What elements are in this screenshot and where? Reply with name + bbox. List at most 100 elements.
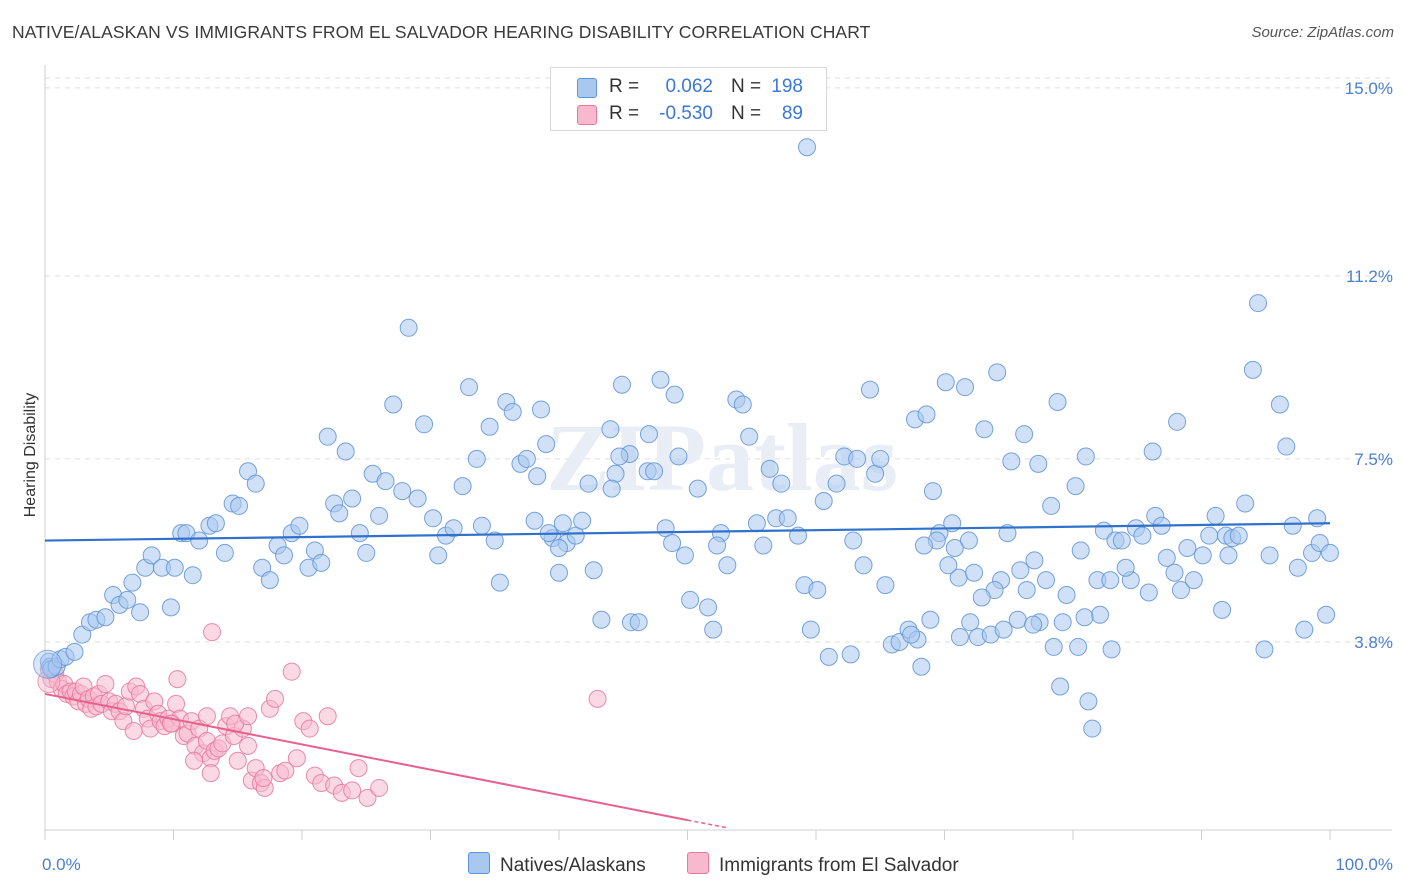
natives-point (945, 538, 964, 557)
natives-point (1283, 516, 1302, 535)
natives-point (1069, 637, 1088, 656)
immigrants-point (124, 722, 143, 741)
legend-r-label: R = (609, 103, 640, 124)
legend-item-natives[interactable]: Natives/Alaskans (468, 852, 646, 877)
natives-point (704, 620, 723, 639)
natives-point (1219, 546, 1238, 565)
natives-point (190, 531, 209, 550)
natives-point (747, 514, 766, 533)
natives-point (844, 531, 863, 550)
natives-point (854, 556, 873, 575)
natives-point (490, 573, 509, 592)
natives-point (1139, 583, 1158, 602)
legend-n-label: N = (731, 103, 762, 124)
natives-point (1321, 543, 1339, 562)
y-tick-label: 7.5% (1354, 450, 1393, 469)
natives-point (860, 380, 879, 399)
natives-point (923, 482, 942, 501)
natives-point (1236, 494, 1255, 513)
natives-point (230, 496, 249, 515)
natives-point (485, 531, 504, 550)
legend-item-immigrants[interactable]: Immigrants from El Salvador (687, 852, 959, 877)
immigrants-point (300, 719, 319, 738)
natives-point (1008, 610, 1027, 629)
natives-point (393, 482, 412, 501)
tick-labels: 3.8% 7.5% 11.2% 15.0% 0.0% 100.0% (42, 79, 1393, 874)
natives-point (610, 447, 629, 466)
immigrants-point (276, 761, 295, 780)
natives-point (472, 516, 491, 535)
natives-point (376, 472, 395, 491)
natives-point (645, 462, 664, 481)
natives-point (532, 400, 551, 419)
legend-r-value: -0.530 (659, 103, 713, 124)
natives-point (1101, 571, 1120, 590)
natives-point (503, 402, 522, 421)
immigrants-point (167, 694, 186, 713)
immigrants-point (197, 707, 216, 726)
immigrants-trend-line (44, 692, 688, 822)
natives-point (975, 420, 994, 439)
natives-point (584, 561, 603, 580)
natives-point (760, 459, 779, 478)
natives-point (330, 504, 349, 523)
natives-point (848, 449, 867, 468)
natives-point (592, 610, 611, 629)
natives-point (1112, 531, 1131, 550)
natives-point (1024, 615, 1043, 634)
natives-point (1017, 581, 1036, 600)
natives-point (1157, 548, 1176, 567)
natives-point (718, 556, 737, 575)
natives-point (601, 420, 620, 439)
natives-point (1206, 506, 1225, 525)
natives-point (1011, 561, 1030, 580)
natives-point (1037, 571, 1056, 590)
y-tick-label: 3.8% (1354, 633, 1393, 652)
immigrants-point (349, 759, 368, 778)
natives-point (453, 477, 472, 496)
natives-point (1102, 640, 1121, 659)
natives-point (537, 435, 556, 454)
natives-point (1083, 719, 1102, 738)
natives-point (467, 449, 486, 468)
natives-point (921, 610, 940, 629)
gridlines (45, 77, 1392, 643)
natives-point (1053, 613, 1072, 632)
natives-point (606, 464, 625, 483)
natives-point (988, 363, 1007, 382)
natives-point (819, 647, 838, 666)
natives-point (65, 642, 84, 661)
natives-point (871, 449, 890, 468)
natives-point (350, 524, 369, 543)
natives-point (275, 546, 294, 565)
natives-point (1057, 585, 1076, 604)
immigrants-point (287, 749, 306, 768)
legend-n-value: 89 (781, 103, 803, 124)
natives-point (525, 511, 544, 530)
natives-point (801, 620, 820, 639)
legend-swatch-natives (577, 78, 597, 98)
natives-point (665, 385, 684, 404)
natives-point (553, 514, 572, 533)
natives-point (917, 405, 936, 424)
natives-point (1076, 447, 1095, 466)
natives-point (290, 516, 309, 535)
legend-swatch-immigrants (687, 852, 709, 874)
natives-point (1133, 526, 1152, 545)
natives-point (579, 474, 598, 493)
natives-point (318, 427, 337, 446)
natives-point (1029, 454, 1048, 473)
natives-trend-line (44, 522, 1331, 542)
natives-point (573, 511, 592, 530)
legend-n-label: N = (731, 76, 762, 97)
natives-point (827, 474, 846, 493)
natives-point (681, 590, 700, 609)
legend-label-immigrants: Immigrants from El Salvador (719, 855, 959, 876)
immigrants-point (588, 689, 607, 708)
natives-point (550, 563, 568, 582)
natives-point (1116, 558, 1135, 577)
natives-point (994, 620, 1013, 639)
natives-point (669, 447, 688, 466)
natives-point (808, 581, 827, 600)
